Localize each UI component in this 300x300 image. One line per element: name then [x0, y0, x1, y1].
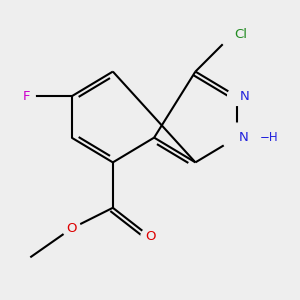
Text: −H: −H [260, 131, 278, 144]
Text: O: O [145, 230, 155, 243]
Circle shape [62, 219, 81, 238]
Circle shape [17, 87, 35, 105]
Text: F: F [22, 90, 30, 103]
Circle shape [228, 87, 246, 105]
Circle shape [141, 228, 159, 246]
Text: N: N [239, 131, 248, 144]
Text: Cl: Cl [235, 28, 248, 41]
Circle shape [222, 123, 251, 152]
Text: N: N [240, 90, 250, 103]
Circle shape [219, 21, 246, 48]
Text: O: O [66, 222, 77, 235]
